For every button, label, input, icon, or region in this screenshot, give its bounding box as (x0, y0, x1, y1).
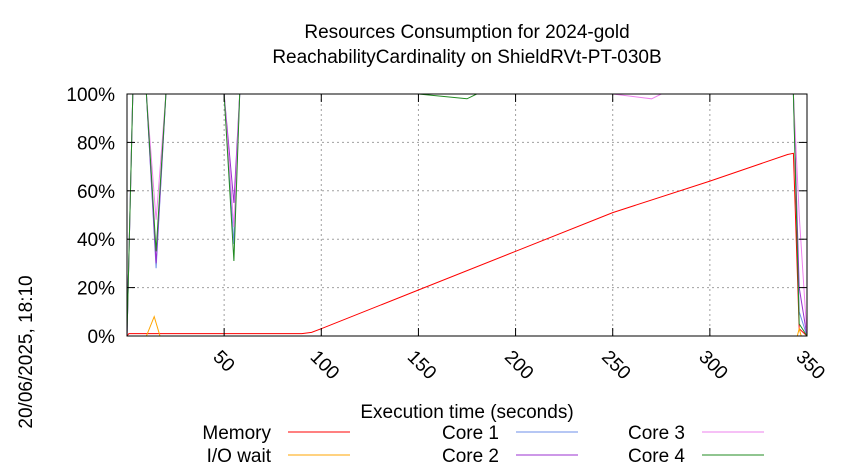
x-tick-label: 100 (306, 347, 343, 384)
legend-label-core-1: Core 1 (442, 423, 499, 444)
legend-label-core-4: Core 4 (628, 446, 685, 467)
legend-label-core-3: Core 3 (628, 423, 685, 444)
x-tick-label: 150 (403, 347, 440, 384)
y-tick-label: 100% (66, 85, 115, 106)
chart-title-line2: ReachabilityCardinality on ShieldRVt-PT-… (272, 47, 661, 68)
y-tick-label: 40% (77, 230, 115, 251)
series-line-memory (126, 152, 808, 337)
series-line-core-4 (126, 93, 808, 337)
plot-frame (126, 93, 808, 337)
series-line-core-3 (126, 93, 808, 337)
legend-label-i-o-wait: I/O wait (207, 446, 272, 467)
series-line-core-2 (126, 93, 808, 337)
x-tick-label: 350 (791, 347, 828, 384)
series-lines (126, 93, 808, 337)
y-tick-label: 60% (77, 182, 115, 203)
x-tick-label: 200 (500, 347, 537, 384)
series-line-core-1 (126, 93, 808, 337)
x-tick-label: 250 (597, 347, 634, 384)
axis-ticks: 0% 20% 40% 60% 80% 100% 50 100 150 200 250 300 350 (66, 85, 828, 384)
x-tick-label: 300 (694, 347, 731, 384)
series-line-i-o-wait (127, 315, 807, 337)
legend-label-core-2: Core 2 (442, 446, 499, 467)
y-tick-label: 0% (88, 327, 116, 348)
x-tick-label: 50 (209, 347, 239, 377)
y-tick-label: 80% (77, 133, 115, 154)
y-tick-label: 20% (77, 279, 115, 300)
legend-label-memory: Memory (202, 423, 271, 444)
grid (127, 94, 807, 336)
chart-title-line1: Resources Consumption for 2024-gold (304, 22, 629, 43)
x-axis-label: Execution time (seconds) (360, 402, 573, 423)
timestamp-label: 20/06/2025, 18:10 (16, 275, 37, 428)
